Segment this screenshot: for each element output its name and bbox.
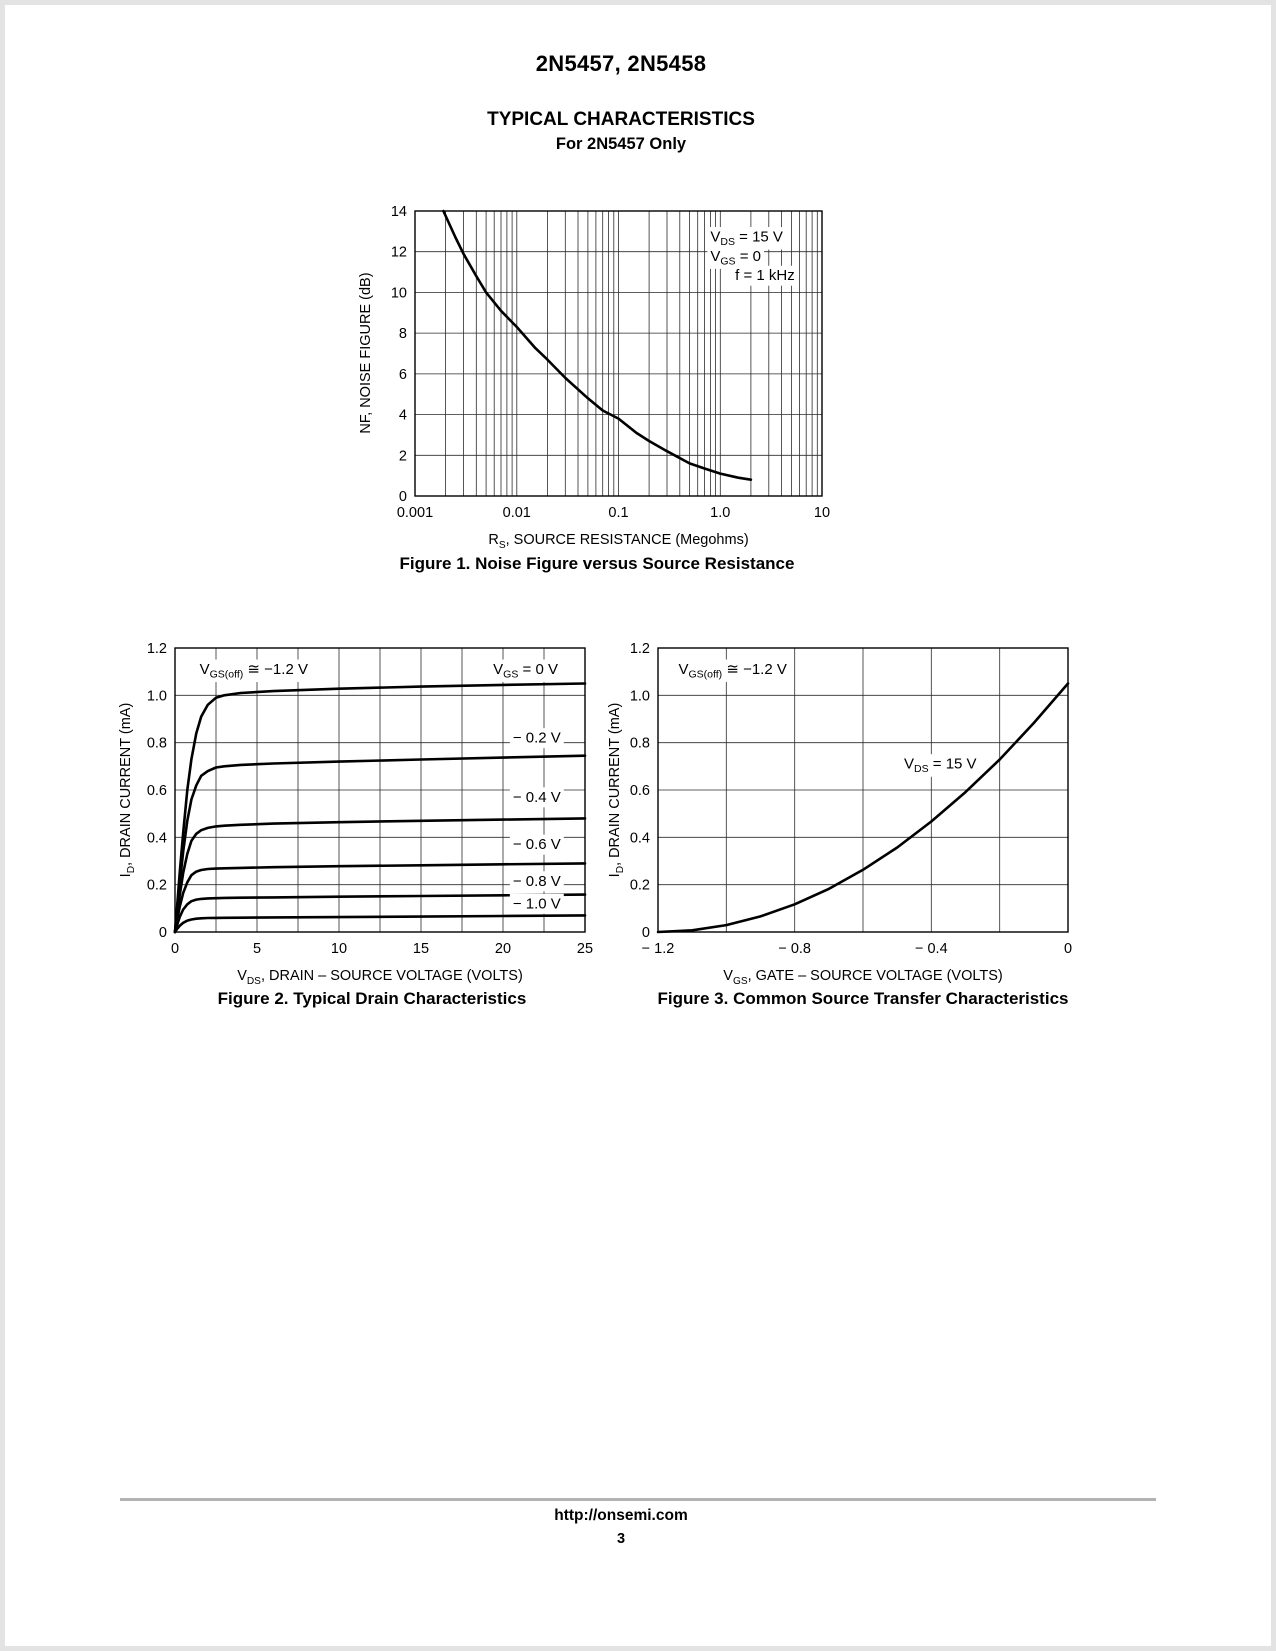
svg-text:2: 2: [399, 448, 407, 464]
svg-text:VDS = 15 V: VDS = 15 V: [710, 229, 783, 249]
footer-url: http://onsemi.com: [554, 1507, 688, 1524]
svg-text:0.6: 0.6: [147, 783, 167, 799]
svg-text:VGS(off) ≅ −1.2 V: VGS(off) ≅ −1.2 V: [200, 661, 308, 681]
svg-text:25: 25: [577, 941, 593, 957]
svg-text:VGS(off) ≅ −1.2 V: VGS(off) ≅ −1.2 V: [679, 661, 787, 681]
svg-text:14: 14: [391, 204, 407, 220]
part-number-title: 2N5457, 2N5458: [535, 51, 707, 76]
svg-text:0.8: 0.8: [147, 736, 167, 752]
section-subtitle: For 2N5457 Only: [555, 135, 687, 153]
svg-text:0: 0: [399, 489, 407, 505]
section-title: TYPICAL CHARACTERISTICS: [487, 109, 755, 130]
svg-text:1.0: 1.0: [710, 505, 730, 521]
svg-text:VDS = 15 V: VDS = 15 V: [904, 756, 977, 776]
fig3-plot: − 1.2 − 0.8 − 0.4 0 0 0.2 0.4 0.6 0.8 1.0 1.2 VGS(o…: [606, 638, 1084, 971]
fig2-y-axis-label: ID, DRAIN CURRENT (mA): [118, 702, 137, 878]
svg-text:− 0.8 V: − 0.8 V: [513, 873, 561, 890]
svg-text:0.001: 0.001: [397, 505, 433, 521]
svg-text:− 0.2 V: − 0.2 V: [513, 730, 561, 747]
datasheet-page: 2N5457, 2N5458 TYPICAL CHARACTERISTICS F…: [5, 5, 1271, 1646]
svg-text:− 1.2: − 1.2: [642, 941, 675, 957]
fig3-x-axis-label: VGS, GATE – SOURCE VOLTAGE (VOLTS): [723, 968, 1003, 987]
footer-divider: [120, 1498, 1156, 1501]
svg-text:0.4: 0.4: [630, 830, 650, 846]
fig2-caption: Figure 2. Typical Drain Characteristics: [217, 989, 527, 1008]
page-number: 3: [616, 1531, 626, 1547]
svg-text:− 0.4 V: − 0.4 V: [513, 789, 561, 806]
figure-2-drain-characteristics: 0 5 10 15 20 25 0 0.2 0.4 0.6 0.8 1.0 1.2 VGS(off) ≅ …: [118, 638, 603, 1023]
figure-1-noise-figure: 0.001 0.01 0.1 1.0 10 0 2 4 6 8 10 12 14 VDS = 15 V VG…: [358, 201, 843, 586]
svg-text:0: 0: [1064, 941, 1072, 957]
fig2-x-axis-label: VDS, DRAIN – SOURCE VOLTAGE (VOLTS): [237, 968, 523, 987]
fig1-y-axis-label: NF, NOISE FIGURE (dB): [358, 272, 374, 434]
svg-text:− 0.6 V: − 0.6 V: [513, 836, 561, 853]
svg-text:0.01: 0.01: [503, 505, 531, 521]
svg-text:6: 6: [399, 367, 407, 383]
svg-text:− 0.8: − 0.8: [778, 941, 811, 957]
svg-text:− 0.4: − 0.4: [915, 941, 948, 957]
svg-text:1.2: 1.2: [630, 641, 650, 657]
svg-text:VGS = 0: VGS = 0: [710, 248, 761, 268]
svg-text:15: 15: [413, 941, 429, 957]
fig2-plot: 0 5 10 15 20 25 0 0.2 0.4 0.6 0.8 1.0 1.2 VGS(off) ≅ …: [123, 638, 601, 971]
svg-text:0: 0: [159, 925, 167, 941]
svg-text:10: 10: [391, 285, 407, 301]
svg-text:0.1: 0.1: [608, 505, 628, 521]
fig1-x-axis-label: RS, SOURCE RESISTANCE (Megohms): [488, 532, 749, 551]
svg-text:5: 5: [253, 941, 261, 957]
svg-text:0.2: 0.2: [630, 878, 650, 894]
svg-text:0: 0: [642, 925, 650, 941]
fig3-caption: Figure 3. Common Source Transfer Charact…: [657, 989, 1069, 1008]
fig1-plot: 0.001 0.01 0.1 1.0 10 0 2 4 6 8 10 12 14 VDS = 15 V VG…: [363, 201, 838, 535]
svg-text:0.8: 0.8: [630, 736, 650, 752]
fig3-y-axis-label: ID, DRAIN CURRENT (mA): [607, 702, 626, 878]
svg-text:1.0: 1.0: [630, 688, 650, 704]
fig1-caption: Figure 1. Noise Figure versus Source Res…: [399, 554, 795, 573]
figure-3-transfer-characteristics: − 1.2 − 0.8 − 0.4 0 0 0.2 0.4 0.6 0.8 1.0 1.2 VGS(o…: [606, 638, 1086, 1023]
svg-text:1.2: 1.2: [147, 641, 167, 657]
svg-text:0.4: 0.4: [147, 830, 167, 846]
svg-text:20: 20: [495, 941, 511, 957]
svg-text:0.6: 0.6: [630, 783, 650, 799]
svg-text:1.0: 1.0: [147, 688, 167, 704]
svg-text:0: 0: [171, 941, 179, 957]
svg-text:f = 1 kHz: f = 1 kHz: [735, 267, 795, 284]
svg-text:10: 10: [331, 941, 347, 957]
svg-text:0.2: 0.2: [147, 878, 167, 894]
svg-text:− 1.0 V: − 1.0 V: [513, 895, 561, 912]
svg-text:VGS = 0 V: VGS = 0 V: [493, 661, 558, 681]
svg-text:10: 10: [814, 505, 830, 521]
svg-text:8: 8: [399, 326, 407, 342]
svg-text:4: 4: [399, 408, 407, 424]
svg-text:12: 12: [391, 245, 407, 261]
